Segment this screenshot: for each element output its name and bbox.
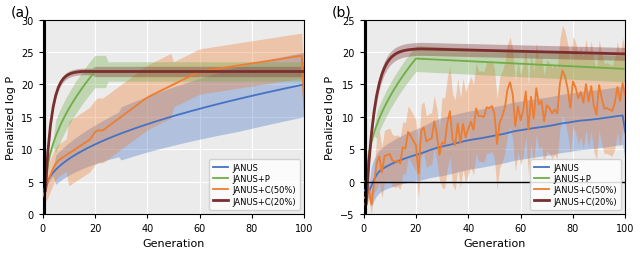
Legend: JANUS, JANUS+P, JANUS+C(50%), JANUS+C(20%): JANUS, JANUS+P, JANUS+C(50%), JANUS+C(20… — [530, 160, 621, 210]
X-axis label: Generation: Generation — [463, 239, 525, 248]
X-axis label: Generation: Generation — [142, 239, 205, 248]
Y-axis label: Penalized log P: Penalized log P — [324, 75, 335, 159]
Legend: JANUS, JANUS+P, JANUS+C(50%), JANUS+C(20%): JANUS, JANUS+P, JANUS+C(50%), JANUS+C(20… — [209, 160, 300, 210]
Text: (a): (a) — [12, 6, 31, 20]
Y-axis label: Penalized log P: Penalized log P — [6, 75, 15, 159]
Text: (b): (b) — [332, 6, 352, 20]
